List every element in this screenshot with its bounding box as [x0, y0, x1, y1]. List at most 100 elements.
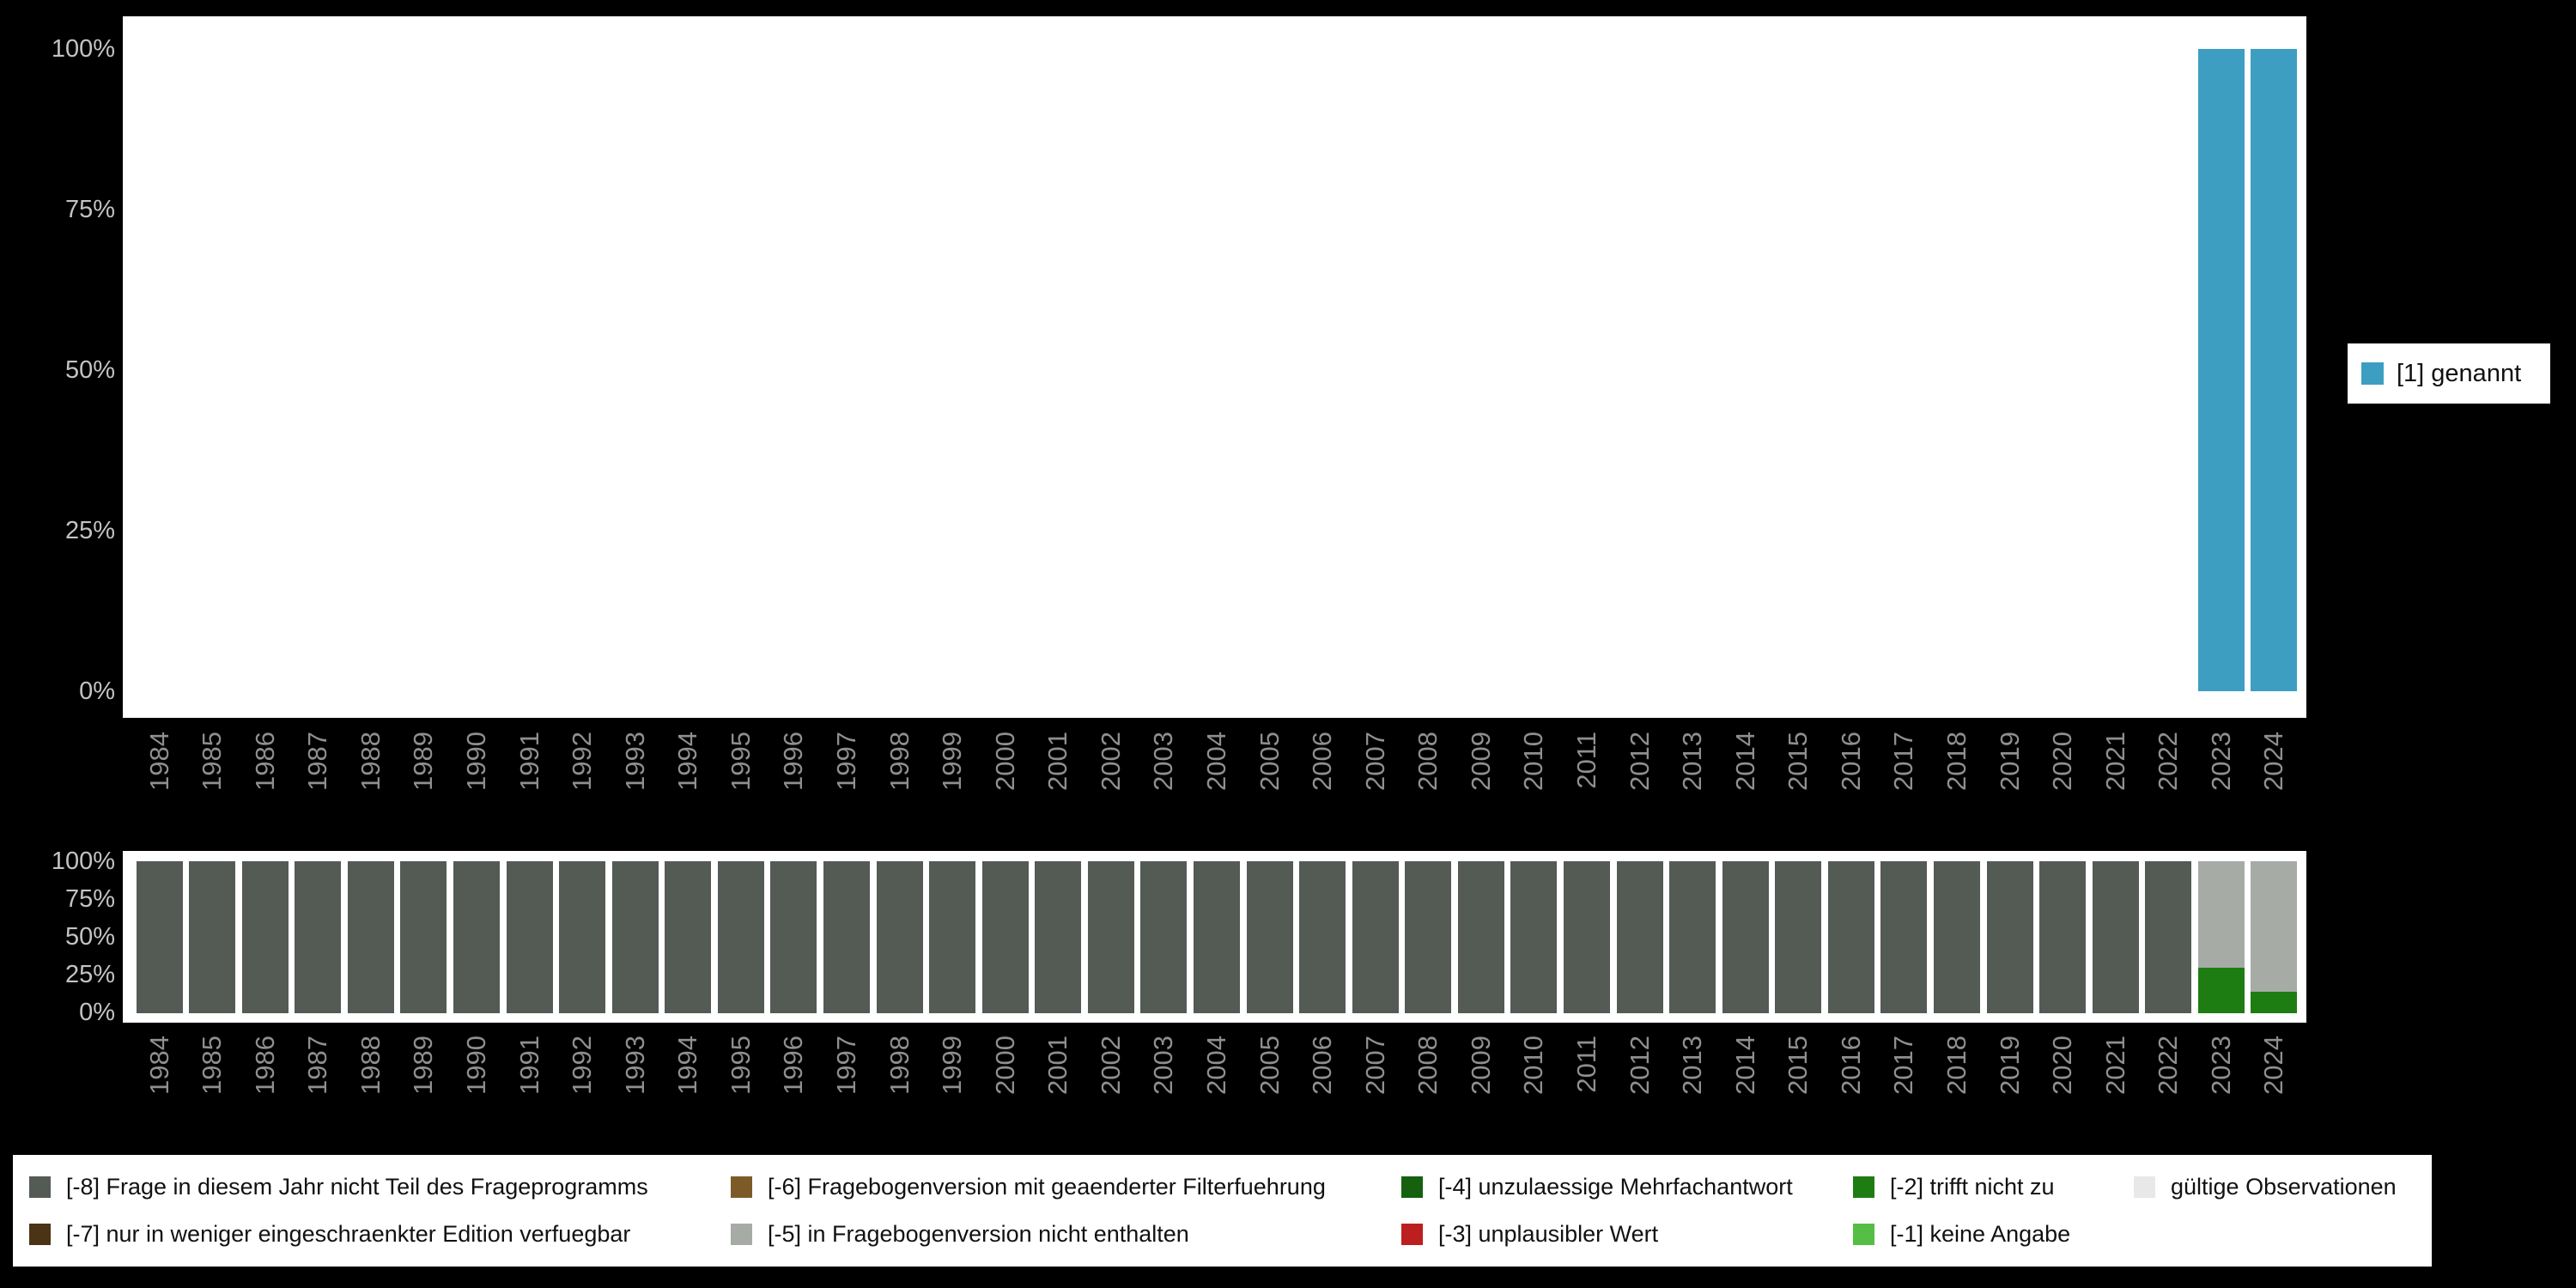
legend-item: [-3] unplausibler Wert [1401, 1211, 1793, 1258]
x-axis-tick-label-2017: 2017 [1888, 732, 1919, 791]
legend-item: [-7] nur in weniger eingeschraenkter Edi… [29, 1211, 648, 1258]
bottom-chart-panel [123, 851, 2306, 1023]
x-axis-tick-label-1995: 1995 [725, 732, 756, 791]
x-axis-tick-label-1999: 1999 [937, 1036, 968, 1095]
x-axis-tick-label-1988: 1988 [355, 732, 386, 791]
x-axis-tick-label-2003: 2003 [1148, 732, 1179, 791]
legend-item: [-1] keine Angabe [1853, 1211, 2070, 1258]
x-axis-tick-label-1990: 1990 [461, 732, 492, 791]
x-axis-tick-label-2018: 2018 [1941, 1036, 1971, 1095]
legend-item: [-4] unzulaessige Mehrfachantwort [1401, 1163, 1793, 1211]
x-axis-tick-label-1992: 1992 [567, 732, 598, 791]
legend-swatch [1401, 1224, 1423, 1245]
x-axis-tick-label-2008: 2008 [1413, 732, 1443, 791]
x-axis-tick-label-2007: 2007 [1359, 732, 1390, 791]
x-axis-tick-label-2013: 2013 [1677, 732, 1708, 791]
y-axis-tick-label: 50% [64, 923, 115, 951]
x-axis-tick-label-1998: 1998 [884, 1036, 914, 1095]
legend-column-2: [-6] Fragebogenversion mit geaenderter F… [731, 1163, 1326, 1258]
x-axis-tick-label-2021: 2021 [2099, 1036, 2130, 1095]
legend-swatch [1401, 1176, 1423, 1198]
x-axis-tick-label-1985: 1985 [197, 1036, 228, 1095]
x-axis-tick-label-2006: 2006 [1307, 1036, 1338, 1095]
legend-item-label: [-7] nur in weniger eingeschraenkter Edi… [66, 1221, 631, 1247]
y-axis-tick-label: 25% [64, 517, 115, 544]
x-axis-tick-label-1998: 1998 [884, 732, 914, 791]
legend-column-3: [-4] unzulaessige Mehrfachantwort [-3] un… [1401, 1163, 1793, 1258]
x-axis-tick-label-2023: 2023 [2205, 732, 2236, 791]
x-axis-tick-label-2017: 2017 [1888, 1036, 1919, 1095]
legend-column-1: [-8] Frage in diesem Jahr nicht Teil des… [29, 1163, 648, 1258]
y-axis-tick-label: 75% [64, 196, 115, 223]
x-axis-tick-label-2010: 2010 [1518, 1036, 1549, 1095]
x-axis-tick-label-1999: 1999 [937, 732, 968, 791]
x-axis-tick-label-1993: 1993 [619, 732, 650, 791]
x-axis-tick-label-2010: 2010 [1518, 732, 1549, 791]
x-axis-tick-label-1993: 1993 [619, 1036, 650, 1095]
x-axis-tick-label-1989: 1989 [408, 732, 439, 791]
x-axis-tick-label-2019: 2019 [1994, 1036, 2025, 1095]
x-axis-tick-label-1996: 1996 [778, 732, 809, 791]
x-axis-tick-label-1991: 1991 [513, 732, 544, 791]
x-axis-tick-label-2009: 2009 [1465, 1036, 1496, 1095]
x-axis-tick-label-2004: 2004 [1201, 732, 1231, 791]
legend-swatch [1853, 1176, 1874, 1198]
x-axis-tick-label-2012: 2012 [1624, 1036, 1655, 1095]
x-axis-tick-label-2022: 2022 [2153, 1036, 2184, 1095]
x-axis-tick-label-1984: 1984 [143, 1036, 174, 1095]
x-axis-tick-label-2024: 2024 [2258, 732, 2289, 791]
x-axis-tick-label-1995: 1995 [725, 1036, 756, 1095]
legend-label-genannt: [1] genannt [2397, 359, 2522, 387]
x-axis-tick-label-1997: 1997 [831, 732, 861, 791]
x-axis-tick-label-1996: 1996 [778, 1036, 809, 1095]
x-axis-tick-label-2022: 2022 [2153, 732, 2184, 791]
x-axis-tick-label-1988: 1988 [355, 1036, 386, 1095]
x-axis-tick-label-2021: 2021 [2099, 732, 2130, 791]
legend-item-label: [-1] keine Angabe [1890, 1221, 2071, 1247]
legend-item-label: gültige Observationen [2171, 1174, 2397, 1200]
x-axis-tick-label-2005: 2005 [1254, 732, 1285, 791]
x-axis-tick-label-2016: 2016 [1835, 1036, 1866, 1095]
x-axis-tick-label-2023: 2023 [2205, 1036, 2236, 1095]
x-axis-tick-label-2003: 2003 [1148, 1036, 1179, 1095]
x-axis-tick-label-1994: 1994 [672, 732, 703, 791]
legend-item-label: [-4] unzulaessige Mehrfachantwort [1438, 1174, 1793, 1200]
legend-item: gültige Observationen [2134, 1163, 2397, 1211]
legend-swatch [731, 1224, 752, 1245]
legend-bottom: [-8] Frage in diesem Jahr nicht Teil des… [13, 1155, 2432, 1267]
legend-item-label: [-2] trifft nicht zu [1890, 1174, 2055, 1200]
x-axis-tick-label-2018: 2018 [1941, 732, 1971, 791]
legend-column-4: [-2] trifft nicht zu [-1] keine Angabe [1853, 1163, 2070, 1258]
x-axis-tick-label-2024: 2024 [2258, 1036, 2289, 1095]
y-axis-tick-label: 25% [64, 961, 115, 988]
x-axis-tick-label-2012: 2012 [1624, 732, 1655, 791]
x-axis-tick-label-2014: 2014 [1729, 1036, 1760, 1095]
x-axis-tick-label-1985: 1985 [197, 732, 228, 791]
legend-right: [1] genannt [2346, 342, 2552, 405]
x-axis-tick-label-2000: 2000 [989, 732, 1020, 791]
y-axis-tick-label: 50% [64, 356, 115, 384]
x-axis-tick-label-2020: 2020 [2047, 1036, 2078, 1095]
x-axis-tick-label-2006: 2006 [1307, 732, 1338, 791]
legend-swatch [2134, 1176, 2155, 1198]
x-axis-tick-label-2005: 2005 [1254, 1036, 1285, 1095]
legend-item: [-2] trifft nicht zu [1853, 1163, 2070, 1211]
y-axis-tick-label: 0% [79, 677, 115, 705]
x-axis-tick-label-2011: 2011 [1571, 732, 1601, 789]
x-axis-tick-label-1987: 1987 [302, 732, 333, 791]
legend-item-label: [-6] Fragebogenversion mit geaenderter F… [768, 1174, 1326, 1200]
x-axis-tick-label-1992: 1992 [567, 1036, 598, 1095]
legend-item-label: [-5] in Fragebogenversion nicht enthalte… [768, 1221, 1189, 1247]
legend-column-5: gültige Observationen [2134, 1163, 2397, 1211]
y-axis-tick-label: 100% [51, 35, 115, 63]
x-axis-tick-label-2009: 2009 [1465, 732, 1496, 791]
y-axis-tick-label: 100% [51, 848, 115, 875]
x-axis-tick-label-1986: 1986 [249, 1036, 280, 1095]
legend-item-label: [-8] Frage in diesem Jahr nicht Teil des… [66, 1174, 648, 1200]
x-axis-tick-label-2008: 2008 [1413, 1036, 1443, 1095]
legend-swatch [731, 1176, 752, 1198]
x-axis-tick-label-2002: 2002 [1095, 732, 1126, 791]
x-axis-tick-label-1989: 1989 [408, 1036, 439, 1095]
x-axis-tick-label-2002: 2002 [1095, 1036, 1126, 1095]
